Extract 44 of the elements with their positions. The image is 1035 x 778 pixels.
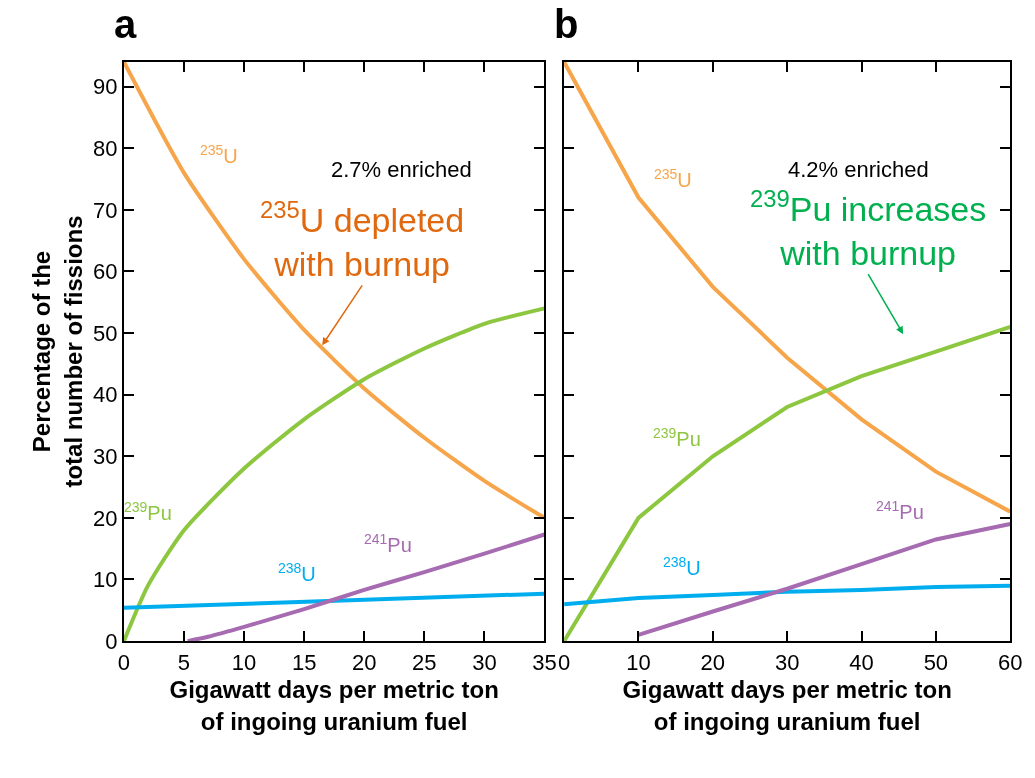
x-tick-label: 20 xyxy=(351,649,377,675)
series-label: $^{239}$Pu xyxy=(124,499,172,525)
x-tick-label: 25 xyxy=(412,649,437,675)
x-tick-label: 0 xyxy=(558,649,571,675)
series-label: $^{235}$U xyxy=(654,166,692,192)
x-tick-label: 30 xyxy=(472,649,497,675)
x-tick-label: 10 xyxy=(231,649,257,675)
x-tick-label: 15 xyxy=(291,649,317,675)
x-tick-label: 40 xyxy=(849,649,874,675)
x-tick-label: 5 xyxy=(177,649,191,675)
y-axis-title: Percentage of the total number of fissions xyxy=(28,215,87,488)
x-axis-title: Gigawatt days per metric ton of ingoing uranium fuel xyxy=(622,676,952,735)
series-label: $^{235}$U xyxy=(200,142,238,168)
chart-title: a xyxy=(114,2,137,46)
y-tick-label: 70 xyxy=(93,197,118,223)
line-series xyxy=(123,306,545,642)
y-tick-label: 0 xyxy=(105,628,118,654)
series-label: $^{238}$U xyxy=(278,560,316,586)
line-series xyxy=(123,61,545,520)
y-tick-label: 40 xyxy=(93,382,118,408)
x-tick-label: 30 xyxy=(774,649,800,675)
y-tick-label: 20 xyxy=(93,505,118,531)
annotation: 4.2% enriched xyxy=(788,157,929,182)
y-tick-label: 30 xyxy=(93,443,118,469)
y-tick-label: 90 xyxy=(93,74,118,100)
series-label: $^{241}$Pu xyxy=(364,531,412,557)
series-label: $^{241}$Pu xyxy=(876,498,924,524)
y-tick-label: 50 xyxy=(93,320,118,346)
series-label: $^{238}$U xyxy=(663,554,701,580)
y-tick-label: 10 xyxy=(93,567,118,593)
x-tick-label: 10 xyxy=(626,649,651,675)
y-tick-label: 60 xyxy=(93,259,118,285)
y-tick-label: 80 xyxy=(93,135,118,161)
x-tick-label: 35 xyxy=(532,649,557,675)
annotation: $^{239}$Pu increases with burnup xyxy=(750,185,987,273)
annotation: $^{235}$U depleted with burnup xyxy=(260,196,465,284)
x-tick-label: 20 xyxy=(700,649,726,675)
line-series xyxy=(185,532,545,642)
annotation: 2.7% enriched xyxy=(331,157,472,182)
x-tick-label: 50 xyxy=(923,649,949,675)
x-tick-label: 60 xyxy=(997,649,1023,675)
chart-title: b xyxy=(554,2,579,46)
x-axis-title: Gigawatt days per metric ton of ingoing uranium fuel xyxy=(169,676,499,735)
series-label: $^{239}$Pu xyxy=(653,425,701,451)
